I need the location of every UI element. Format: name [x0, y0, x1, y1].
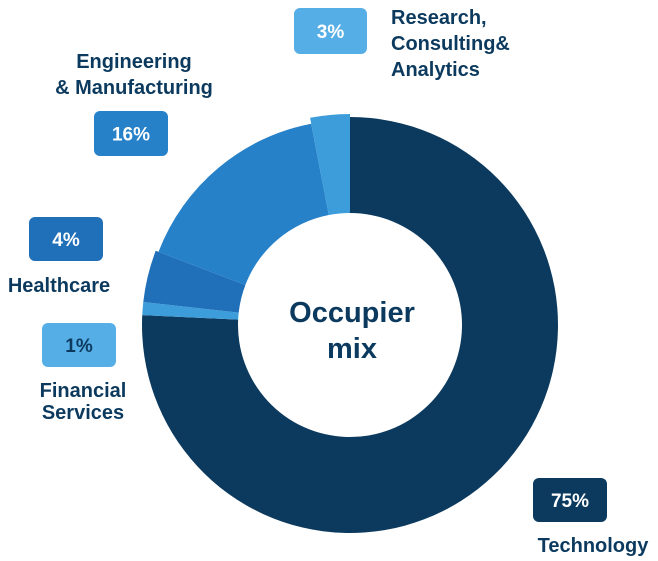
slice-research-consulting-analytics [310, 114, 350, 216]
category-label-research-consulting-analytics-line-2: Consulting& [391, 33, 510, 55]
donut-slices [142, 114, 559, 533]
value-badge-technology [533, 478, 607, 522]
category-label-financial-services-line-2: Services [42, 402, 124, 424]
value-label-financial-services: 1% [65, 336, 93, 357]
slice-financial-services [142, 301, 239, 320]
category-label-research-consulting-analytics-line-3: Analytics [391, 59, 480, 81]
category-label-financial-services-line-1: Financial [40, 380, 127, 402]
value-label-research-consulting-analytics: 3% [317, 22, 345, 43]
value-label-healthcare: 4% [52, 230, 80, 251]
category-label-healthcare-line-1: Healthcare [8, 275, 110, 297]
value-label-engineering-manufacturing: 16% [112, 125, 150, 146]
value-label-technology: 75% [551, 491, 589, 512]
center-title-line-1: Occupier [289, 297, 415, 329]
value-badge-research-consulting-analytics [294, 8, 367, 54]
value-badge-financial-services [42, 323, 116, 367]
slice-healthcare [143, 250, 246, 313]
category-label-engineering-manufacturing-line-2: & Manufacturing [55, 77, 213, 99]
category-label-engineering-manufacturing-line-1: Engineering [76, 51, 192, 73]
category-label-technology-line-1: Technology [538, 535, 650, 557]
category-label-research-consulting-analytics-line-1: Research, [391, 7, 487, 29]
slice-engineering-manufacturing [158, 123, 329, 286]
value-badge-healthcare [29, 217, 103, 261]
center-title-line-2: mix [327, 333, 377, 365]
slice-technology [142, 117, 559, 533]
value-badge-engineering-manufacturing [94, 111, 168, 156]
